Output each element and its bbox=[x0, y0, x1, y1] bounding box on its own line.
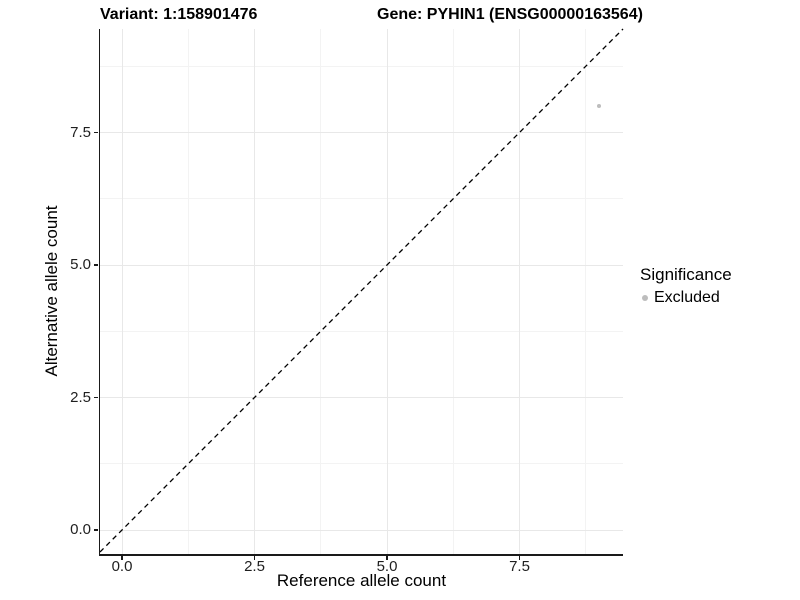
x-tick-mark bbox=[253, 555, 256, 560]
y-axis-line bbox=[98, 29, 100, 555]
gridline-minor-vertical bbox=[452, 29, 454, 554]
y-tick-mark bbox=[93, 131, 98, 134]
x-tick-label: 0.0 bbox=[111, 558, 133, 575]
x-tick-mark bbox=[121, 555, 123, 560]
y-axis-title: Alternative allele count bbox=[42, 205, 61, 377]
data-point bbox=[597, 104, 601, 108]
plot-title-variant: Variant: 1:158901476 bbox=[100, 6, 258, 23]
y-tick-mark bbox=[93, 396, 98, 399]
gridline-major-horizontal bbox=[100, 264, 623, 266]
gridline-minor-vertical bbox=[585, 29, 587, 554]
gridline-major-vertical bbox=[519, 29, 520, 554]
x-tick-label: 7.5 bbox=[509, 558, 530, 575]
gridline-major-vertical bbox=[386, 29, 388, 554]
legend: Significance Excluded bbox=[640, 265, 732, 307]
gridline-minor-horizontal bbox=[100, 463, 623, 465]
gridline-minor-vertical bbox=[320, 29, 322, 554]
legend-item-excluded: Excluded bbox=[640, 289, 732, 307]
plot-title-gene: Gene: PYHIN1 (ENSG00000163564) bbox=[377, 6, 643, 23]
gridline-major-horizontal bbox=[100, 529, 623, 531]
gridline-major-vertical bbox=[121, 29, 123, 554]
gridline-minor-vertical bbox=[187, 29, 189, 554]
legend-item-label: Excluded bbox=[654, 289, 720, 306]
legend-point-icon bbox=[642, 295, 648, 301]
gridline-major-horizontal bbox=[100, 132, 623, 133]
x-tick-label: 5.0 bbox=[376, 558, 398, 575]
x-tick-mark bbox=[386, 555, 388, 560]
gridline-minor-horizontal bbox=[100, 65, 623, 67]
x-tick-label: 2.5 bbox=[244, 558, 265, 575]
y-tick-label: 5.0 bbox=[70, 256, 91, 273]
gridline-minor-horizontal bbox=[100, 330, 623, 332]
y-tick-mark bbox=[93, 529, 98, 531]
gridline-major-horizontal bbox=[100, 397, 623, 398]
plot-panel bbox=[99, 28, 624, 554]
gridline-major-vertical bbox=[254, 29, 255, 554]
y-tick-label: 0.0 bbox=[70, 521, 91, 538]
y-tick-mark bbox=[93, 264, 98, 266]
gridline-minor-horizontal bbox=[100, 198, 623, 200]
plot-draw-layer bbox=[99, 28, 624, 553]
y-tick-label: 7.5 bbox=[70, 123, 91, 141]
x-axis-line bbox=[98, 554, 623, 556]
y-tick-label: 2.5 bbox=[70, 388, 91, 406]
identity-reference-line bbox=[99, 28, 624, 553]
x-axis-title: Reference allele count bbox=[276, 571, 447, 590]
x-tick-mark bbox=[518, 555, 521, 560]
legend-title: Significance bbox=[640, 265, 732, 284]
